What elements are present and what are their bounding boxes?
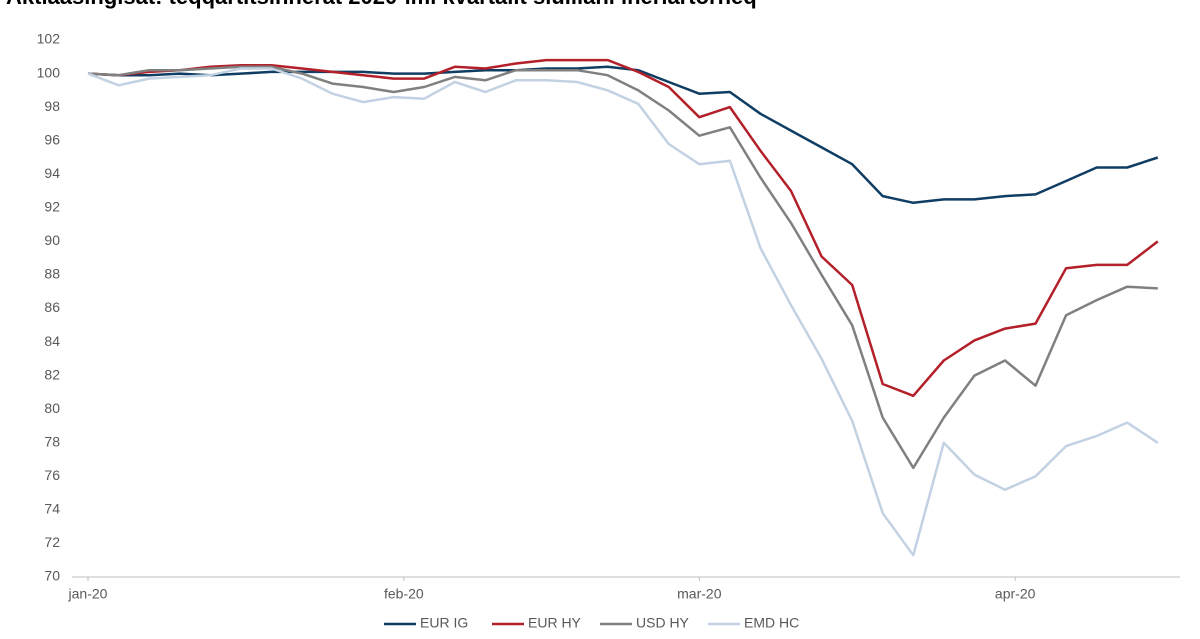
chart-title: Aktiaasingisat: teqqartitsinnerat 2020-i… bbox=[6, 0, 757, 9]
y-tick-label: 102 bbox=[37, 31, 61, 47]
y-tick-label: 84 bbox=[44, 333, 60, 349]
y-tick-label: 96 bbox=[44, 131, 60, 147]
legend-label: EUR IG bbox=[420, 615, 468, 631]
series-line bbox=[87, 65, 1159, 205]
series-line bbox=[87, 58, 1159, 398]
legend-label: EUR HY bbox=[528, 615, 582, 631]
y-tick-label: 98 bbox=[44, 98, 60, 114]
y-tick-label: 86 bbox=[44, 299, 60, 315]
y-tick-label: 90 bbox=[44, 232, 60, 248]
series-line bbox=[87, 65, 1158, 470]
x-tick-label: apr-20 bbox=[995, 586, 1036, 602]
y-tick-label: 80 bbox=[44, 400, 60, 416]
y-tick-label: 92 bbox=[44, 199, 60, 215]
y-tick-label: 70 bbox=[44, 568, 60, 584]
y-tick-label: 88 bbox=[44, 266, 60, 282]
x-tick-label: mar-20 bbox=[677, 586, 722, 602]
y-tick-label: 94 bbox=[44, 165, 60, 181]
x-tick-label: jan-20 bbox=[68, 586, 108, 602]
series-line bbox=[87, 67, 1159, 557]
x-tick-label: feb-20 bbox=[384, 586, 424, 602]
y-tick-label: 74 bbox=[44, 501, 60, 517]
y-tick-label: 100 bbox=[37, 64, 61, 80]
y-tick-label: 72 bbox=[44, 534, 60, 550]
y-tick-label: 82 bbox=[44, 366, 60, 382]
y-tick-label: 76 bbox=[44, 467, 60, 483]
legend-label: USD HY bbox=[636, 615, 690, 631]
legend-label: EMD HC bbox=[744, 615, 799, 631]
y-tick-label: 78 bbox=[44, 433, 60, 449]
